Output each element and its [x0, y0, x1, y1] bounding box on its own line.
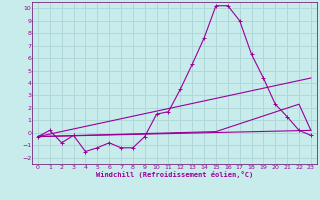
X-axis label: Windchill (Refroidissement éolien,°C): Windchill (Refroidissement éolien,°C) — [96, 171, 253, 178]
